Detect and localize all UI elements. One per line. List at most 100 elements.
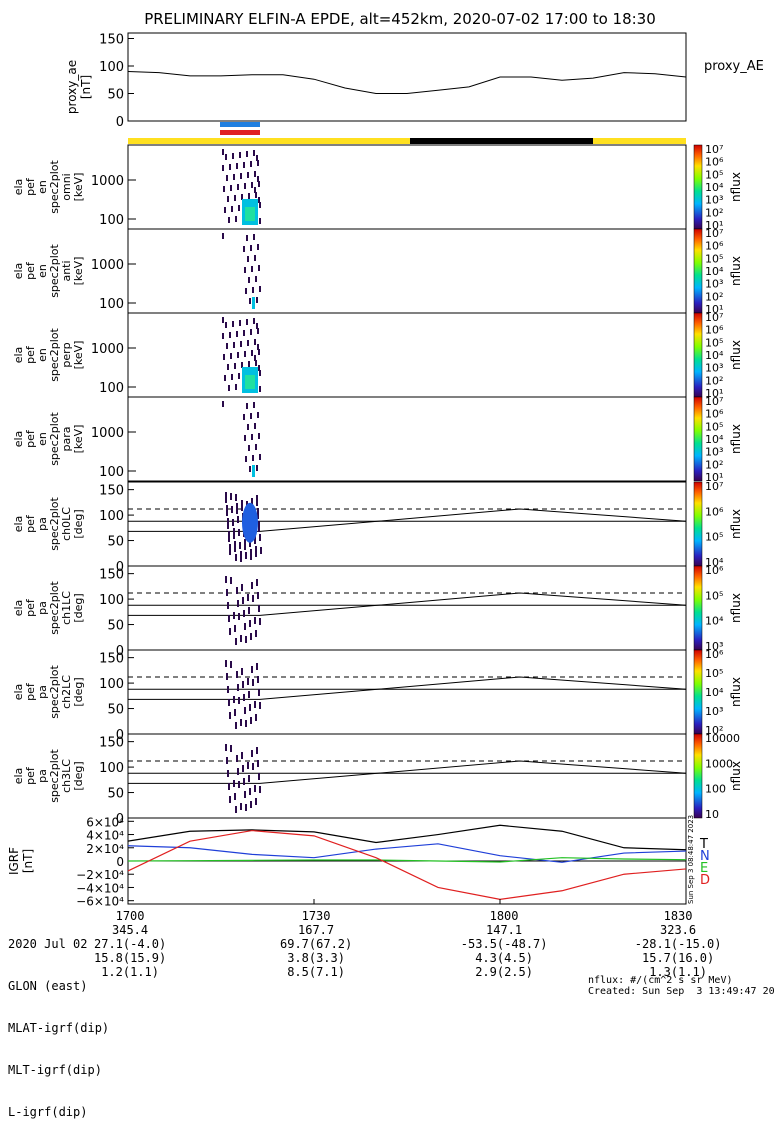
ae-tick-label: 0 <box>116 115 124 130</box>
panel-ylabel: ch1LC <box>60 591 73 625</box>
igrf-ylabel-2: [nT] <box>21 849 35 873</box>
pa-pixel <box>234 625 236 632</box>
pa-pixel <box>255 550 257 557</box>
colorbar-tick-label: 10⁶ <box>705 564 724 577</box>
spectrogram-pixel <box>247 172 249 178</box>
pa-pixel <box>241 504 243 511</box>
pa-pixel <box>235 494 237 501</box>
footer-value: 1.3(1.1) <box>649 965 707 979</box>
spectrogram-pixel <box>238 373 240 379</box>
panel-ylabel: spec2plot <box>48 328 61 382</box>
panel-ylabel: pef <box>24 345 37 364</box>
spectrogram-pixel <box>228 217 230 223</box>
panel-ylabel: ch3LC <box>60 759 73 793</box>
spec-tick-label: 1000 <box>91 426 124 441</box>
pa-pixel <box>245 804 247 811</box>
pa-pixel <box>247 762 249 769</box>
pa-pixel <box>237 768 239 775</box>
pa-pixel <box>228 535 230 542</box>
pa-pixel <box>241 668 243 675</box>
colorbar-tick-label: 10² <box>705 290 723 303</box>
spectrogram-pixel <box>250 245 252 251</box>
loss-cone-line <box>128 508 687 532</box>
panel-ylabel: pef <box>24 261 37 280</box>
spectrogram-pixel <box>253 318 255 324</box>
colorbar-label: nflux <box>729 172 743 202</box>
colorbar-tick-label: 100 <box>705 783 726 796</box>
panel-ylabel: en <box>36 264 49 278</box>
colorbar-tick-label: 10⁵ <box>705 589 723 602</box>
pa-pixel <box>227 602 229 609</box>
spectrogram-pixel <box>243 162 245 168</box>
footer-row-0-label: 2020 Jul 02 <box>8 937 88 951</box>
spectrogram-pixel <box>223 354 225 360</box>
pa-tick-label: 50 <box>107 535 124 550</box>
spectrogram-pixel <box>250 161 252 167</box>
spectrogram-pixel <box>254 423 256 429</box>
pa-pixel <box>235 638 237 645</box>
spectrogram-pixel <box>247 340 249 346</box>
spectrogram-pixel <box>237 184 239 190</box>
spectrogram-pixel <box>254 255 256 261</box>
colorbar-tick-label: 10⁴ <box>705 181 724 194</box>
spectrogram-pixel <box>258 265 260 271</box>
pa-pixel <box>240 803 242 810</box>
pa-tick-label: 100 <box>99 593 124 608</box>
pa-pixel <box>257 676 259 683</box>
colorbar-tick-label: 10⁶ <box>705 408 724 421</box>
pa-pixel <box>239 542 241 549</box>
spectrogram-pixel <box>255 444 257 450</box>
footer-value: 8.5(7.1) <box>287 965 345 979</box>
pa-pixel <box>257 760 259 767</box>
pa-pixel <box>232 519 234 526</box>
pa-tick-label: 0 <box>116 560 124 575</box>
pa-pixel <box>228 783 230 790</box>
proxy-ae-panel: proxy_AE 150 100 50 0 proxy_ae [nT] <box>65 32 764 130</box>
panel-ylabel: pef <box>24 766 37 785</box>
panel-ylabel: spec2plot <box>48 412 61 466</box>
spectrogram-pixel <box>233 342 235 348</box>
pa-pixel <box>258 605 260 612</box>
footer-value: 27.1(-4.0) <box>94 937 167 951</box>
pa-pixel <box>257 512 259 519</box>
panel-ylabel: pef <box>24 514 37 533</box>
spectrogram-pixel <box>247 424 249 430</box>
igrf-line-D <box>127 829 687 900</box>
pa-pixel <box>240 635 242 642</box>
colorbar-6: 10⁶ 10⁵ 10⁴ 10³ 10² nflux <box>693 648 743 737</box>
spectrogram-pixel <box>253 402 255 408</box>
colorbar-tick-label: 10⁶ <box>705 240 724 253</box>
pa-pixel <box>230 577 232 584</box>
pa-pixel <box>227 522 229 529</box>
spectrogram-pixel <box>249 466 251 472</box>
spectrogram-pixel <box>244 435 246 441</box>
pa-pixel <box>251 582 253 589</box>
spectrogram-pixel <box>232 153 234 159</box>
pa-pixel <box>236 671 238 678</box>
pa-flux-patch <box>242 502 258 543</box>
pa-pixel <box>251 750 253 757</box>
loss-cone-line <box>128 676 687 700</box>
red-bar <box>220 130 260 135</box>
spectrogram-pixel <box>229 164 231 170</box>
pa-pixel <box>259 702 261 709</box>
pa-pixel <box>254 701 256 708</box>
panel-2: ela pef en spec2plot perp [keV] 1000 100 <box>12 312 687 398</box>
spectrogram-pixel <box>239 320 241 326</box>
footer-note-units: nflux: #/(cm^2 s sr MeV) <box>588 975 733 986</box>
pa-pixel <box>235 806 237 813</box>
spectrogram-pixel <box>250 329 252 335</box>
pa-tick-label: 0 <box>116 812 124 827</box>
panel-ylabel: ela <box>12 431 25 448</box>
panel-ylabel: ela <box>12 516 25 533</box>
pa-pixel <box>225 660 227 667</box>
panel-ylabel: ela <box>12 600 25 617</box>
panel-5: ela pef pa spec2plot ch1LC [deg] 150 100 50 0 <box>12 565 687 659</box>
pa-pixel <box>260 547 262 554</box>
pa-pixel <box>244 791 246 798</box>
pa-pixel <box>225 576 227 583</box>
panel-ylabel: perp <box>60 342 73 367</box>
colorbar-tick-label: 10² <box>705 206 723 219</box>
